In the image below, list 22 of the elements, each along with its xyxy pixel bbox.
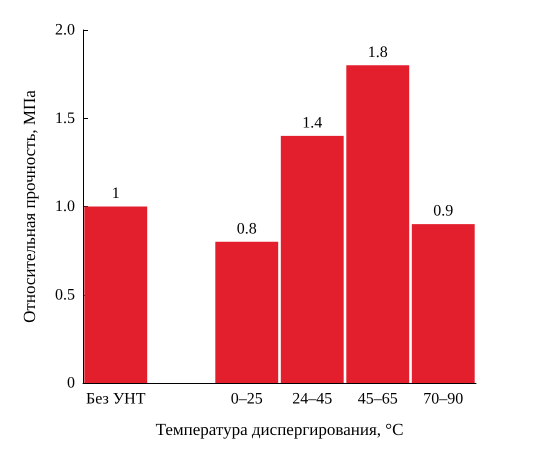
y-tick-label: 1.5 [55, 110, 75, 127]
x-tick-label: 24–45 [292, 390, 332, 408]
data-label: 1 [112, 185, 120, 202]
y-axis-title: Относительная прочность, МПа [20, 90, 39, 323]
bar [412, 224, 475, 383]
data-label: 0.8 [236, 220, 257, 238]
x-tick-label: Без УНТ [86, 390, 146, 408]
x-tick-label: 70–90 [423, 390, 464, 408]
y-tick-label: 0 [67, 374, 75, 392]
x-tick-label: 0–25 [230, 390, 263, 408]
x-tick-label: 45–65 [358, 390, 398, 408]
bar [280, 136, 344, 383]
data-label: 1.8 [368, 44, 388, 61]
y-tick-label: 0.5 [55, 286, 75, 304]
y-tick-label: 2.0 [55, 22, 75, 38]
data-label: 1.4 [302, 114, 322, 132]
data-label: 0.9 [433, 202, 454, 220]
x-axis-title: Температура диспергирования, °C [156, 420, 404, 439]
bar [215, 242, 278, 383]
bar [84, 206, 148, 383]
y-tick-label: 1.0 [55, 198, 75, 215]
bar [346, 65, 410, 383]
